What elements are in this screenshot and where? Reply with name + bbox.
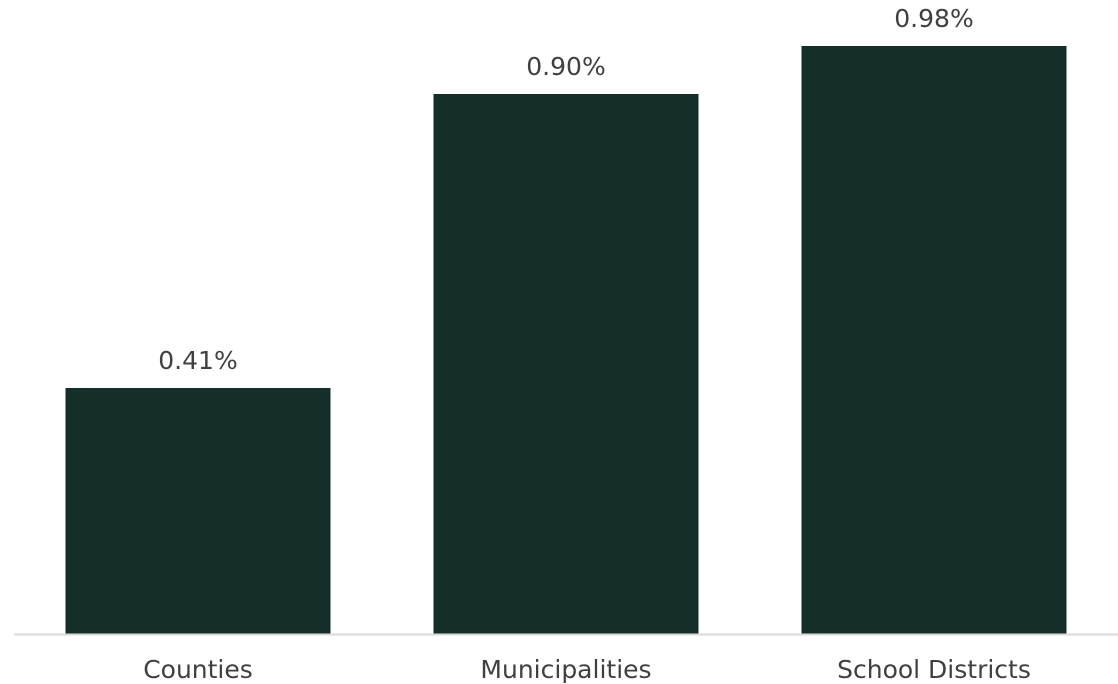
bars-group — [65, 46, 1067, 634]
x-tick-labels-group: Counties Municipalities School Districts — [143, 655, 1031, 684]
x-tick-label-counties: Counties — [143, 655, 253, 684]
x-tick-label-municipalities: Municipalities — [480, 655, 651, 684]
value-label-school-districts: 0.98% — [894, 4, 973, 33]
value-label-counties: 0.41% — [158, 346, 237, 375]
bar-counties — [65, 388, 331, 634]
value-labels-group: 0.41% 0.90% 0.98% — [158, 4, 973, 375]
x-tick-label-school-districts: School Districts — [837, 655, 1031, 684]
bar-municipalities — [433, 94, 699, 634]
bar-school-districts — [801, 46, 1067, 634]
value-label-municipalities: 0.90% — [526, 52, 605, 81]
